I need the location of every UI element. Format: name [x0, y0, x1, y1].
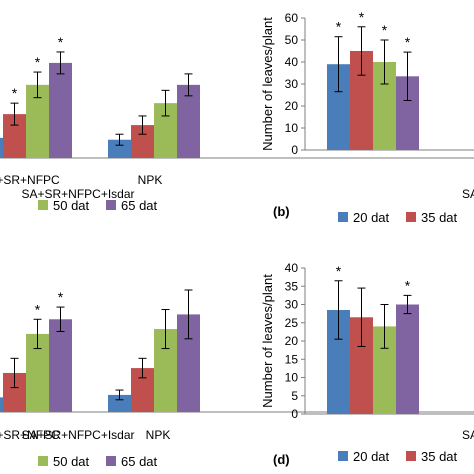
bar-b-65-dat-0 [396, 76, 419, 150]
significance-star-a: * [12, 85, 18, 101]
bar-b-35-dat-0 [350, 51, 373, 150]
significance-star-a: * [58, 34, 64, 50]
y-tick-label-b: 10 [285, 121, 299, 135]
bar-a-20-dat-1 [108, 139, 131, 158]
bar-a-50-dat-0 [26, 84, 49, 158]
legend-swatch-c [106, 456, 116, 466]
y-tick-label-b: 60 [285, 11, 299, 25]
category-label-b: SA+SR+NFPC+Isdar [21, 187, 134, 201]
category-label-b: SA [462, 187, 474, 201]
bar-c-20-dat-1 [108, 394, 131, 412]
legend-swatch-b [406, 212, 416, 222]
bar-d-20-dat-0 [327, 309, 350, 414]
bar-c-50-dat-0 [26, 333, 49, 412]
bar-a-35-dat-0 [3, 114, 26, 158]
significance-star-a: * [35, 54, 41, 70]
y-tick-label-b: 20 [285, 99, 299, 113]
legend-label-a: 65 dat [121, 198, 158, 213]
bar-d-65-dat-0 [396, 304, 419, 414]
category-label-c: SA+SR+NFPC [0, 428, 60, 442]
panel-label-b: (b) [273, 204, 290, 219]
y-tick-label-d: 20 [285, 334, 299, 348]
significance-star-c: * [35, 301, 41, 317]
bar-a-50-dat-1 [154, 103, 177, 158]
bar-a-65-dat-1 [177, 84, 200, 158]
legend-swatch-d [406, 451, 416, 461]
category-label-d: SA+SR+NFPC+Isdar [21, 428, 134, 442]
y-tick-label-d: 0 [291, 407, 298, 421]
y-tick-label-b: 30 [285, 77, 299, 91]
y-axis-label-d: Number of leaves/plant [260, 274, 275, 408]
bar-a-35-dat-1 [131, 125, 154, 158]
y-tick-label-b: 50 [285, 33, 299, 47]
legend-label-d: 20 dat [353, 449, 390, 464]
bar-c-65-dat-1 [177, 314, 200, 412]
legend-label-b: 20 dat [353, 210, 390, 225]
significance-star-b: * [336, 19, 342, 35]
legend-swatch-c [38, 456, 48, 466]
significance-star-b: * [359, 9, 365, 25]
category-label-c: NPK [146, 428, 171, 442]
y-tick-label-d: 5 [291, 389, 298, 403]
panel-label-d: (d) [273, 452, 290, 467]
y-tick-label-d: 30 [285, 298, 299, 312]
y-tick-label-d: 15 [285, 352, 299, 366]
y-axis-label-b: Number of leaves/plant [260, 17, 275, 151]
significance-star-b: * [382, 22, 388, 38]
category-label-a: SA+SR+NFPC [0, 173, 60, 187]
legend-label-c: 50 dat [53, 454, 90, 469]
significance-star-b: * [405, 34, 411, 50]
bar-c-35-dat-1 [131, 368, 154, 412]
legend-swatch-a [106, 200, 116, 210]
legend-label-a: 50 dat [53, 198, 90, 213]
bar-c-65-dat-0 [49, 319, 72, 412]
legend-label-c: 65 dat [121, 454, 158, 469]
bar-d-50-dat-0 [373, 326, 396, 414]
bar-b-20-dat-0 [327, 64, 350, 150]
y-tick-label-b: 40 [285, 55, 299, 69]
bar-c-50-dat-1 [154, 329, 177, 412]
bar-c-35-dat-0 [3, 372, 26, 412]
legend-label-d: 35 dat [421, 449, 458, 464]
bar-a-65-dat-0 [49, 62, 72, 158]
significance-star-c: * [58, 289, 64, 305]
significance-star-d: * [405, 277, 411, 293]
legend-swatch-b [338, 212, 348, 222]
y-tick-label-d: 35 [285, 279, 299, 293]
y-tick-label-d: 10 [285, 371, 299, 385]
bar-c-20-dat-0 [0, 397, 3, 412]
bar-b-50-dat-0 [373, 62, 396, 150]
significance-star-d: * [336, 263, 342, 279]
legend-swatch-d [338, 451, 348, 461]
y-tick-label-b: 0 [291, 143, 298, 157]
legend-label-b: 35 dat [421, 210, 458, 225]
category-label-d: SA [462, 428, 474, 442]
bar-a-20-dat-0 [0, 137, 3, 158]
y-tick-label-d: 40 [285, 261, 299, 275]
legend-swatch-a [38, 200, 48, 210]
y-tick-label-d: 25 [285, 316, 299, 330]
bar-d-35-dat-0 [350, 317, 373, 414]
category-label-a: NPK [138, 173, 163, 187]
